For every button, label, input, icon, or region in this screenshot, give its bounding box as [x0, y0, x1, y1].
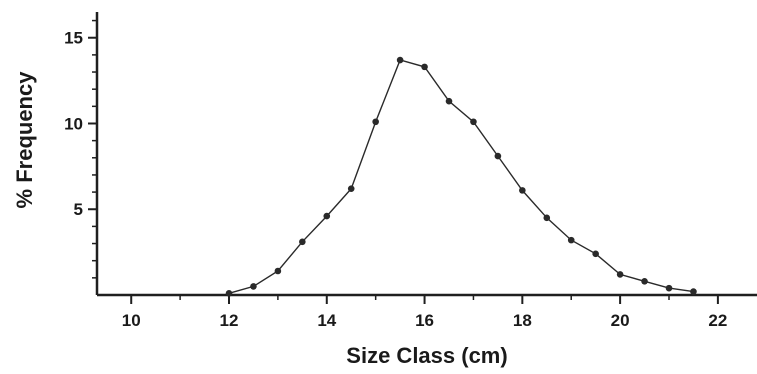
x-tick-label: 14 — [317, 311, 336, 330]
y-tick-label: 10 — [64, 114, 83, 133]
axes — [95, 12, 757, 297]
x-axis-title: Size Class (cm) — [346, 343, 507, 368]
data-point — [641, 277, 648, 285]
data-point — [323, 212, 331, 220]
data-point — [396, 56, 404, 64]
data-point — [665, 284, 673, 292]
data-point — [347, 185, 355, 192]
x-tick-label: 12 — [220, 311, 239, 330]
data-point — [274, 267, 282, 275]
data-point — [592, 250, 599, 258]
y-tick-label: 15 — [64, 29, 83, 48]
ticks — [88, 19, 719, 304]
data-point — [543, 214, 551, 222]
data-point — [299, 238, 306, 246]
data-point — [225, 289, 233, 297]
data-point — [470, 118, 477, 126]
x-tick-label: 20 — [611, 311, 630, 330]
x-tick-label: 16 — [415, 311, 434, 330]
data-point — [519, 187, 526, 194]
data-point — [567, 236, 575, 244]
y-axis-title: % Frequency — [12, 71, 37, 209]
data-point — [421, 63, 428, 71]
data-point — [445, 97, 453, 105]
data-point — [372, 118, 379, 126]
x-tick-label: 18 — [513, 311, 532, 330]
series — [225, 56, 697, 297]
x-tick-label: 22 — [708, 311, 727, 330]
y-tick-label: 5 — [74, 200, 83, 219]
tick-labels: 5 10 15 10 12 14 16 18 20 22 — [64, 29, 727, 330]
frequency-line — [228, 59, 694, 294]
data-point — [690, 288, 697, 295]
data-point — [494, 152, 502, 160]
data-point — [250, 283, 257, 290]
x-tick-label: 10 — [122, 311, 141, 330]
data-point — [616, 271, 624, 278]
